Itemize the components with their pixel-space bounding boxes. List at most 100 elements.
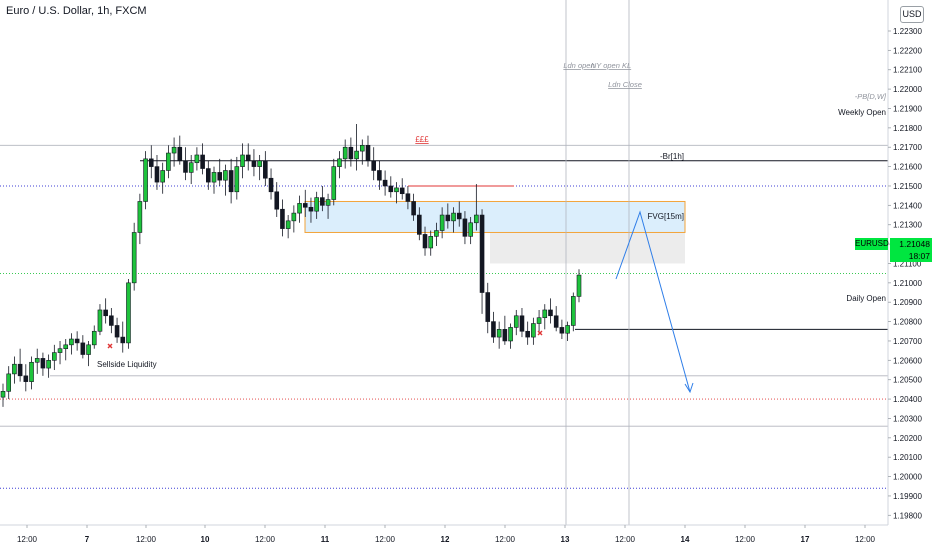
price-tick-label: 1.20200 [893, 434, 922, 443]
symbol-badge: EURUSD [855, 238, 889, 250]
candle-body [126, 282, 131, 344]
time-tick-label: 12:00 [375, 535, 396, 544]
candle-body [422, 234, 428, 249]
candle-body [399, 187, 405, 195]
time-tick-label: 11 [321, 535, 330, 544]
candle-body [206, 168, 211, 183]
candles [0, 123, 582, 407]
time-tick-label: 17 [801, 535, 810, 544]
candle-body [559, 327, 565, 334]
candle-body [86, 344, 91, 355]
time-tick-label: 12:00 [615, 535, 636, 544]
candle-body [485, 292, 491, 322]
candle-body [342, 146, 348, 160]
price-tick-label: 1.21400 [893, 201, 922, 210]
candle-body [359, 144, 365, 152]
price-tick-label: 1.22300 [893, 27, 922, 36]
candle-body [263, 160, 268, 179]
price-tick-label: 1.22200 [893, 46, 922, 55]
candle-body [29, 361, 34, 382]
price-tick-label: 1.20100 [893, 453, 922, 462]
time-tick-label: 10 [201, 535, 210, 544]
candle-body [308, 206, 314, 212]
chart-title: Euro / U.S. Dollar, 1h, FXCM [6, 5, 147, 17]
candle-body [394, 187, 399, 193]
candle-body [63, 344, 69, 350]
candle-body [223, 170, 228, 181]
candle-body [417, 214, 422, 235]
candle-body [12, 363, 17, 375]
candle-body [479, 214, 485, 293]
candle-body [177, 146, 183, 162]
candle-body [388, 185, 394, 193]
price-tick-label: 1.20900 [893, 298, 922, 307]
candle-body [496, 329, 502, 338]
candle-body [257, 160, 262, 167]
candle-body [451, 212, 456, 222]
candle-body [354, 150, 359, 160]
price-tick-label: 1.21700 [893, 143, 922, 152]
price-tick-label: 1.22100 [893, 66, 922, 75]
candle-body [302, 203, 308, 208]
candle-body [382, 179, 388, 187]
candle-body [91, 330, 97, 346]
candle-body [34, 358, 40, 363]
candle-body [439, 214, 445, 231]
candle-body [337, 158, 342, 167]
candle-body [325, 199, 331, 206]
time-tick-label: 12:00 [17, 535, 38, 544]
label-breaker: -Br[1h] [660, 152, 684, 161]
candle-body [154, 166, 160, 183]
label-ny-open: NY open KL [591, 61, 631, 70]
candle-body [348, 146, 354, 160]
label-eee: £££ [415, 135, 429, 144]
candle-body [542, 309, 548, 319]
price-tick-label: 1.19800 [893, 511, 922, 520]
time-tick-label: 12:00 [735, 535, 756, 544]
candle-body [80, 342, 86, 355]
candle-body [251, 160, 257, 167]
candle-body [314, 197, 319, 212]
time-tick-label: 14 [681, 535, 690, 544]
time-tick-label: 12:00 [136, 535, 157, 544]
candle-body [331, 166, 337, 200]
candle-body [576, 274, 582, 297]
price-tick-label: 1.21100 [893, 259, 922, 268]
candle-body [97, 309, 103, 332]
price-tick-label: 1.21600 [893, 163, 922, 172]
candle-body [377, 170, 382, 181]
candle-body [320, 197, 325, 206]
projection-arrowhead [684, 382, 694, 394]
candle-body [297, 203, 302, 214]
label-sellside-liquidity: Sellside Liquidity [97, 360, 157, 369]
price-tick-label: 1.22000 [893, 85, 922, 94]
price-tick-label: 1.20000 [893, 473, 922, 482]
price-tick-label: 1.21300 [893, 221, 922, 230]
label-daily-open: Daily Open [846, 294, 886, 303]
candle-body [217, 172, 223, 181]
candle-body [6, 373, 12, 392]
candle-body [468, 222, 473, 237]
candle-body [548, 309, 553, 317]
candle-body [365, 144, 371, 162]
price-tick-label: 1.20800 [893, 318, 922, 327]
candle-body [565, 325, 570, 334]
candle-body [474, 214, 479, 224]
candle-body [137, 201, 143, 233]
candle-body [445, 214, 451, 222]
candle-body [23, 375, 29, 382]
candle-body [519, 315, 525, 332]
candle-body [234, 166, 240, 193]
candle-body [508, 327, 513, 342]
candle-body [434, 230, 439, 237]
price-tick-label: 1.21500 [893, 182, 922, 191]
price-tick-label: 1.20500 [893, 376, 922, 385]
label-fvg: FVG[15m] [648, 212, 684, 221]
candle-body [531, 323, 536, 338]
candle-body [143, 158, 148, 202]
currency-button[interactable]: USD [900, 6, 924, 23]
candle-body [17, 363, 23, 377]
candle-body [525, 330, 530, 338]
